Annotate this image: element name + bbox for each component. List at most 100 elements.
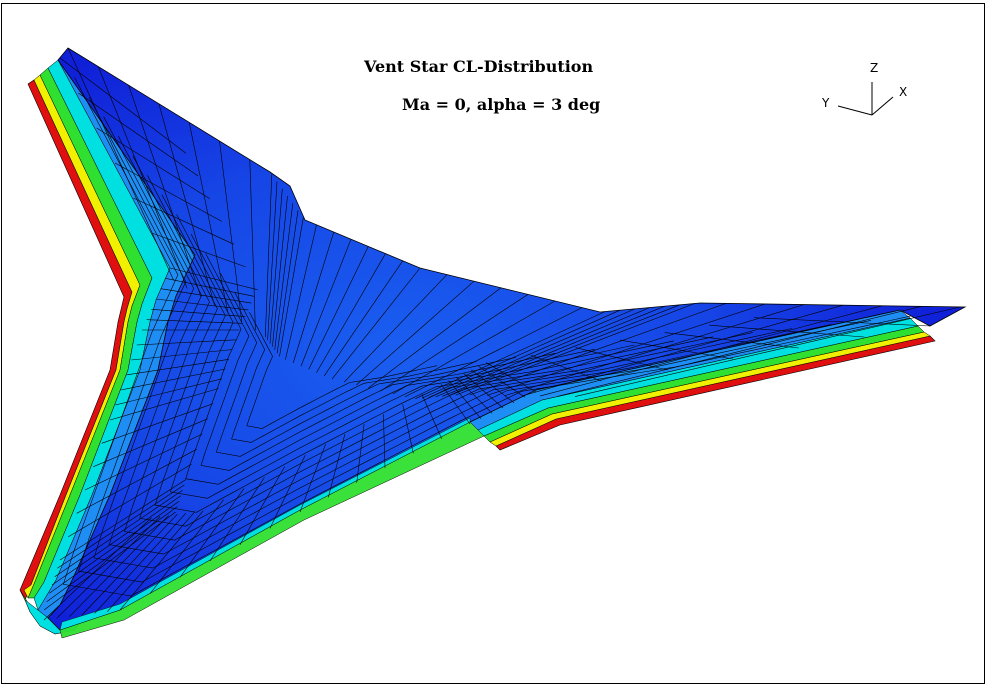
mesh-line (440, 384, 471, 425)
mesh-line (239, 466, 286, 545)
mesh-line (276, 210, 299, 354)
mesh-line (272, 195, 288, 347)
plot-subtitle: Ma = 0, alpha = 3 deg (402, 95, 601, 114)
mesh-line (356, 424, 365, 483)
mesh-line (146, 319, 243, 324)
mesh-line (485, 362, 537, 393)
mesh-line (215, 272, 516, 457)
mesh-line (469, 303, 727, 396)
mesh-line (415, 311, 606, 399)
mesh-line (59, 57, 187, 154)
mesh-line (136, 339, 236, 346)
mesh-line (383, 414, 386, 469)
mesh-line (709, 324, 865, 338)
mesh-line (323, 260, 403, 377)
mesh-line (51, 495, 181, 586)
mesh-line (43, 511, 176, 611)
axis-y-label: Y (821, 96, 830, 110)
mesh-line (160, 288, 252, 304)
mesh-line (49, 500, 180, 594)
mesh-line (574, 306, 961, 397)
mesh-line (428, 308, 636, 398)
mesh-line (188, 122, 229, 314)
mesh-line (155, 298, 249, 311)
mesh-line (442, 305, 666, 397)
mesh-line (219, 140, 243, 323)
mesh-line (504, 304, 805, 396)
mesh-line (404, 307, 583, 398)
mesh-line (463, 373, 504, 409)
mesh-line (109, 388, 219, 421)
mesh-line (269, 455, 306, 529)
mesh-line (249, 159, 256, 331)
mesh-line (435, 307, 651, 398)
mesh-line (151, 232, 246, 268)
mesh-line (448, 304, 681, 396)
mesh-line (154, 194, 674, 513)
mesh-line (131, 349, 233, 361)
mesh-line (107, 511, 195, 612)
mesh-line (274, 203, 294, 350)
mesh-line (78, 92, 199, 177)
mesh-line (120, 368, 226, 391)
mesh-line (93, 418, 208, 467)
axes-triad: Z Y X (821, 61, 907, 116)
mesh-line (487, 303, 766, 396)
mesh-line (269, 188, 283, 344)
mesh-line (664, 332, 799, 349)
axis-z-label: Z (870, 61, 878, 75)
mesh-line (57, 484, 185, 569)
mesh-line (76, 448, 197, 514)
mesh-line (265, 174, 273, 338)
mesh-line (209, 477, 265, 562)
mesh-line (68, 464, 192, 537)
mesh-line (343, 274, 448, 383)
mesh-line (368, 287, 502, 389)
surface-mesh (43, 47, 961, 621)
mesh-line (328, 434, 346, 498)
mesh-line (54, 490, 183, 577)
mesh-line (139, 175, 714, 527)
mesh-line (478, 365, 526, 398)
mesh-line (84, 433, 203, 491)
mesh-line (231, 292, 477, 443)
mesh-line (43, 517, 152, 621)
mesh-line (56, 516, 161, 619)
mesh-line (78, 96, 872, 583)
mesh-line (185, 233, 595, 485)
mesh-line (619, 339, 734, 360)
mesh-line (94, 512, 187, 614)
mesh-line (151, 309, 246, 317)
mesh-line (356, 280, 475, 386)
mesh-line (331, 267, 421, 380)
mesh-line (149, 499, 224, 594)
mesh-line (448, 380, 482, 419)
mesh-line (114, 162, 222, 222)
mesh-line (81, 513, 178, 616)
mesh-line (392, 300, 556, 395)
mesh-line (299, 444, 326, 513)
mesh-line (308, 246, 369, 370)
plot-title: Vent Star CL-Distribution (364, 57, 594, 76)
mesh-line (96, 127, 210, 199)
mesh-line (316, 253, 386, 373)
mesh-line (46, 506, 178, 602)
mesh-line (98, 66, 188, 289)
mesh-line (93, 116, 832, 569)
mesh-line (421, 309, 621, 399)
mesh-line (380, 294, 529, 392)
mesh-line (59, 479, 187, 561)
mesh-line (133, 197, 234, 245)
mesh-line (158, 103, 215, 306)
mesh-line (292, 231, 335, 363)
mesh-line (179, 488, 245, 578)
mesh-line (101, 403, 214, 444)
mesh-line (115, 378, 223, 406)
mesh-line (62, 77, 911, 597)
axis-x-label: X (899, 85, 907, 99)
mesh-line (753, 317, 931, 327)
lower-edge-strip-cyan (59, 417, 471, 631)
mesh-line (285, 224, 317, 360)
mesh-line (69, 515, 169, 617)
